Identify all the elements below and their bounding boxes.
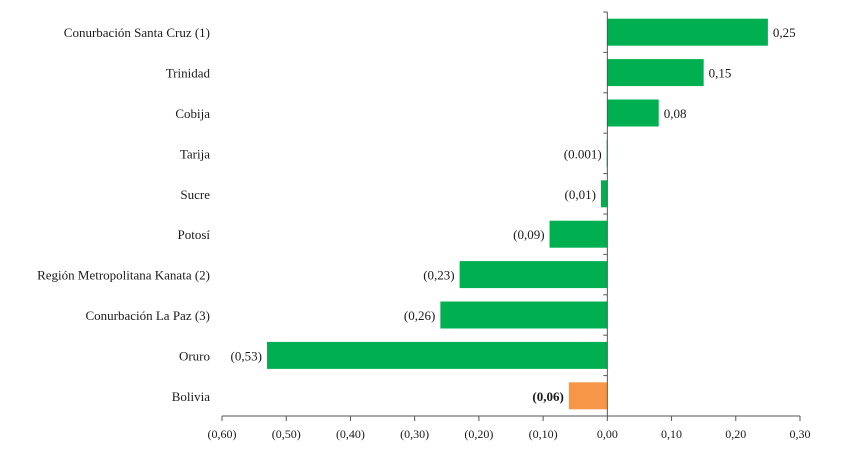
bar-0: [607, 18, 768, 46]
value-labels-group: 0,25 0,15 0,08 (0.001) (0,01) (0,09) (0,23) (0,…: [231, 25, 796, 404]
value-label-4: (0,01): [564, 187, 595, 202]
bar-5: [549, 220, 608, 248]
bar-1: [607, 59, 704, 87]
category-label-3: Tarija: [180, 146, 210, 161]
x-tick-label-2: (0,40): [336, 427, 365, 441]
category-label-1: Trinidad: [166, 66, 211, 81]
axes-group: (0,60) (0,50) (0,40) (0,30) (0,20) (0,10) 0,00…: [208, 11, 811, 441]
category-label-5: Potosí: [177, 227, 210, 242]
x-tick-label-0: (0,60): [208, 427, 237, 441]
value-label-2: 0,08: [664, 106, 687, 121]
value-label-5: (0,09): [513, 227, 544, 242]
bar-2: [607, 99, 659, 127]
x-tick-label-6: 0,00: [597, 427, 618, 441]
bar-7: [440, 301, 608, 329]
category-label-8: Oruro: [179, 348, 210, 363]
category-label-7: Conurbación La Paz (3): [85, 308, 210, 323]
category-label-6: Región Metropolitana Kanata (2): [37, 268, 210, 283]
value-label-1: 0,15: [709, 66, 732, 81]
value-label-6: (0,23): [423, 268, 454, 283]
category-label-2: Cobija: [175, 106, 210, 121]
bar-9: [568, 382, 608, 410]
value-label-3: (0.001): [564, 146, 602, 161]
value-label-0: 0,25: [773, 25, 796, 40]
x-tick-label-5: (0,10): [529, 427, 558, 441]
x-tick-label-7: 0,10: [661, 427, 682, 441]
x-tick-label-4: (0,20): [464, 427, 493, 441]
bar-8: [266, 341, 608, 369]
value-label-9: (0,06): [532, 389, 563, 404]
x-tick-label-3: (0,30): [400, 427, 429, 441]
category-label-0: Conurbación Santa Cruz (1): [64, 25, 210, 40]
value-label-7: (0,26): [404, 308, 435, 323]
bars-group: [266, 18, 768, 410]
x-tick-label-1: (0,50): [272, 427, 301, 441]
x-tick-label-9: 0,30: [790, 427, 811, 441]
bar-6: [459, 261, 608, 289]
category-labels-group: Conurbación Santa Cruz (1) Trinidad Cobija…: [37, 25, 210, 404]
bar-4: [600, 180, 608, 208]
category-label-9: Bolivia: [172, 389, 211, 404]
category-label-4: Sucre: [180, 187, 210, 202]
x-tick-label-8: 0,20: [725, 427, 746, 441]
value-label-8: (0,53): [231, 348, 262, 363]
